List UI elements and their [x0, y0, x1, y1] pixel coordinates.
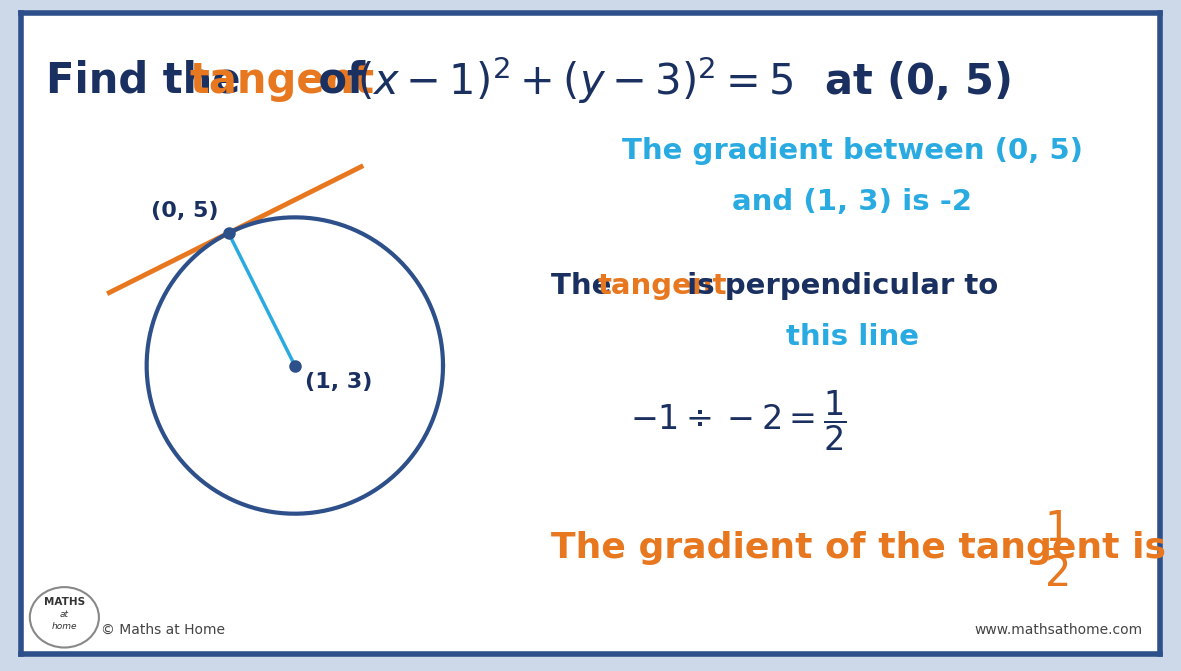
Text: $\dfrac{1}{2}$: $\dfrac{1}{2}$: [1044, 509, 1072, 588]
Text: Find the: Find the: [46, 60, 255, 102]
Text: www.mathsathome.com: www.mathsathome.com: [974, 623, 1143, 637]
Text: (1, 3): (1, 3): [305, 372, 372, 392]
Text: of: of: [304, 60, 379, 102]
Text: MATHS: MATHS: [44, 597, 85, 607]
Text: The gradient between (0, 5): The gradient between (0, 5): [622, 137, 1083, 165]
Text: $-1 \div -2 = \dfrac{1}{2}$: $-1 \div -2 = \dfrac{1}{2}$: [631, 388, 847, 452]
Text: at: at: [60, 611, 68, 619]
Text: is perpendicular to: is perpendicular to: [677, 272, 998, 300]
Text: tangent: tangent: [598, 272, 726, 300]
Text: tangent: tangent: [190, 60, 374, 102]
Text: this line: this line: [785, 323, 919, 351]
Text: home: home: [52, 623, 77, 631]
Text: (0, 5): (0, 5): [151, 201, 218, 221]
Text: The: The: [550, 272, 621, 300]
Text: © Maths at Home: © Maths at Home: [100, 623, 224, 637]
Text: and (1, 3) is -2: and (1, 3) is -2: [732, 189, 972, 217]
Text: $(x-1)^2+(y-3)^2=5$  at (0, 5): $(x-1)^2+(y-3)^2=5$ at (0, 5): [357, 55, 1011, 107]
Text: The gradient of the tangent is: The gradient of the tangent is: [550, 531, 1179, 566]
